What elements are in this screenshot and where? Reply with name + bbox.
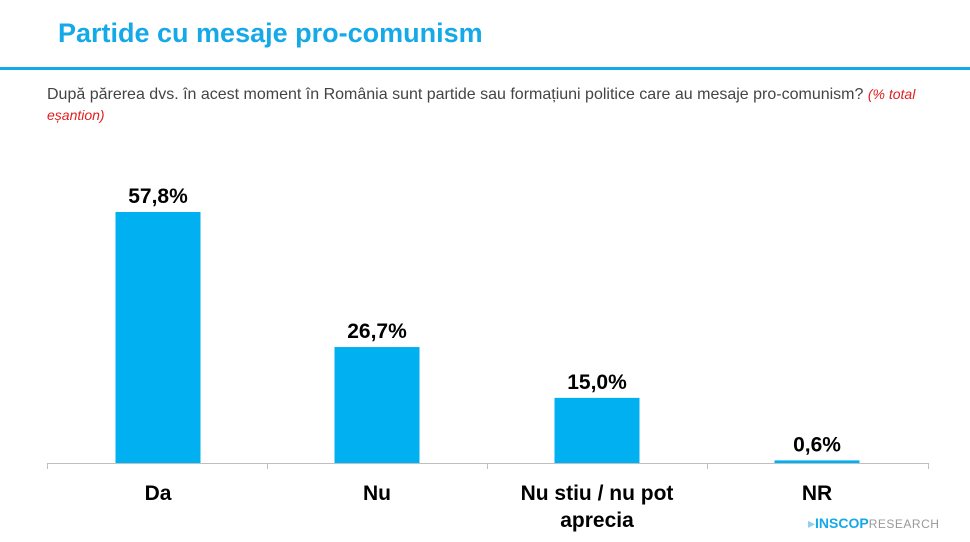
sample-note: (% total eșantion) <box>47 86 916 123</box>
data-label: 15,0% <box>567 371 627 394</box>
category-label: aprecia <box>560 509 634 532</box>
inscop-logo: ▸INSCOPRESEARCH <box>808 515 939 532</box>
question-text: După părerea dvs. în acest moment în Rom… <box>47 84 917 126</box>
logo-icon: ▸ <box>808 515 816 531</box>
bar <box>554 397 640 463</box>
bar <box>115 212 201 463</box>
data-label: 26,7% <box>347 320 407 343</box>
data-label: 57,8% <box>128 185 188 208</box>
category-label: Nu <box>363 482 391 505</box>
page-title: Partide cu mesaje pro-comunism <box>58 18 483 48</box>
title-divider <box>0 67 970 70</box>
question: După părerea dvs. în acest moment în Rom… <box>47 86 864 103</box>
category-label: NR <box>802 482 832 505</box>
logo-brand: INSCOP <box>815 515 869 531</box>
bar <box>334 347 420 463</box>
logo-suffix: RESEARCH <box>868 517 940 531</box>
category-label: Nu stiu / nu pot <box>521 482 674 505</box>
bar <box>774 460 860 463</box>
category-label: Da <box>145 482 172 505</box>
data-label: 0,6% <box>793 433 841 456</box>
